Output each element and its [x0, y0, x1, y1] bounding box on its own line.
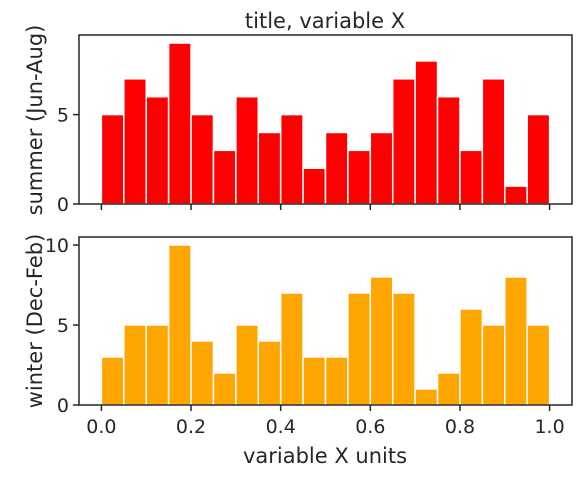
- chart-title: title, variable X: [245, 9, 405, 33]
- summer-x-ticks: [100, 204, 551, 210]
- winter-x-tick-label: 0.0: [86, 416, 116, 438]
- winter-bar: [504, 276, 528, 406]
- winter-y-tick-label: 5: [57, 315, 69, 337]
- summer-bar: [526, 113, 551, 205]
- winter-bar: [167, 244, 192, 406]
- summer-y-ticks: 05: [57, 105, 79, 216]
- winter-bar: [212, 372, 237, 406]
- winter-bar: [526, 324, 551, 406]
- summer-bar: [436, 95, 461, 205]
- winter-x-ticks: 0.0 0.2 0.4 0.6 0.8 1.0: [86, 405, 565, 438]
- winter-x-tick-label: 0.6: [355, 416, 385, 438]
- winter-bar: [369, 276, 394, 406]
- summer-bar: [100, 113, 125, 205]
- summer-bar: [235, 95, 260, 205]
- winter-bars: [100, 244, 551, 406]
- winter-bar: [324, 356, 349, 406]
- winter-bar: [481, 324, 506, 406]
- winter-bar: [257, 340, 282, 406]
- winter-y-ticks: 0 5 10: [45, 235, 79, 417]
- winter-axes-frame: [78, 236, 573, 406]
- winter-bar: [279, 292, 304, 406]
- winter-bar: [100, 356, 125, 406]
- summer-bar: [481, 78, 506, 205]
- summer-bar: [324, 131, 349, 205]
- winter-panel: winter (Dec-Feb) variable X units 0 5 10 0…: [23, 234, 573, 468]
- winter-bar: [145, 324, 170, 406]
- summer-bar: [414, 60, 439, 205]
- summer-bar: [212, 149, 237, 205]
- winter-y-tick-label: 0: [57, 395, 69, 417]
- summer-bars: [100, 42, 551, 205]
- summer-bar: [504, 185, 528, 205]
- summer-bar: [302, 167, 327, 205]
- summer-bar: [391, 78, 416, 205]
- winter-x-tick-label: 0.4: [266, 416, 296, 438]
- winter-bar: [414, 388, 439, 406]
- summer-ylabel: summer (Jun-Aug): [23, 25, 47, 216]
- summer-bar: [145, 95, 170, 205]
- summer-y-tick-label: 5: [57, 105, 69, 127]
- summer-bar: [347, 149, 372, 205]
- winter-bar: [391, 292, 416, 406]
- winter-bar: [459, 308, 484, 406]
- summer-bar: [123, 78, 147, 205]
- winter-ylabel: winter (Dec-Feb): [23, 234, 47, 409]
- summer-bar: [167, 42, 192, 205]
- winter-x-tick-label: 1.0: [534, 416, 564, 438]
- winter-bar: [347, 292, 372, 406]
- winter-bar: [235, 324, 260, 406]
- winter-bar: [190, 340, 215, 406]
- summer-axes-frame: [78, 34, 573, 205]
- winter-xlabel: variable X units: [243, 444, 407, 468]
- summer-bar: [257, 131, 282, 205]
- winter-bar: [436, 372, 461, 406]
- summer-bar: [369, 131, 394, 205]
- winter-bar: [302, 356, 327, 406]
- summer-y-tick-label: 0: [57, 194, 69, 216]
- winter-bar: [123, 324, 147, 406]
- winter-x-tick-label: 0.2: [176, 416, 206, 438]
- summer-bar: [190, 113, 215, 205]
- summer-panel: title, variable X summer (Jun-Aug) 05: [23, 9, 573, 216]
- winter-y-tick-label: 10: [45, 235, 69, 257]
- summer-bar: [459, 149, 484, 205]
- summer-bar: [279, 113, 304, 205]
- winter-x-tick-label: 0.8: [445, 416, 475, 438]
